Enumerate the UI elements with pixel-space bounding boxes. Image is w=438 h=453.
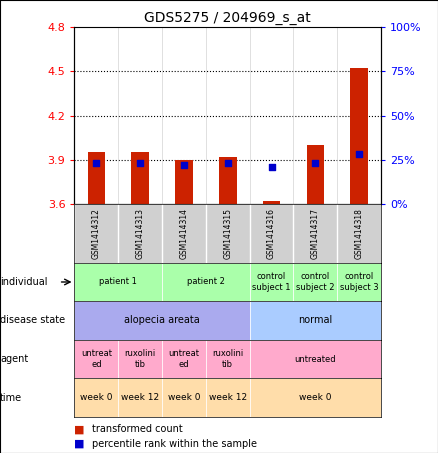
Text: control
subject 3: control subject 3 bbox=[340, 272, 378, 292]
Text: ruxolini
tib: ruxolini tib bbox=[212, 349, 244, 369]
Point bbox=[180, 161, 187, 169]
Bar bbox=[337, 263, 381, 301]
Text: GDS5275 / 204969_s_at: GDS5275 / 204969_s_at bbox=[145, 11, 311, 25]
Bar bbox=[263, 201, 280, 204]
Text: transformed count: transformed count bbox=[92, 424, 183, 434]
Bar bbox=[206, 378, 250, 417]
Text: GSM1414315: GSM1414315 bbox=[223, 208, 232, 259]
Bar bbox=[118, 340, 162, 378]
Bar bbox=[250, 301, 381, 340]
Text: normal: normal bbox=[298, 315, 332, 326]
Text: patient 2: patient 2 bbox=[187, 278, 225, 286]
Text: week 0: week 0 bbox=[80, 393, 113, 402]
Text: GSM1414312: GSM1414312 bbox=[92, 208, 101, 259]
Text: GSM1414318: GSM1414318 bbox=[355, 208, 364, 259]
Point bbox=[268, 163, 275, 170]
Text: disease state: disease state bbox=[0, 315, 65, 326]
Text: ■: ■ bbox=[74, 424, 85, 434]
Text: untreat
ed: untreat ed bbox=[81, 349, 112, 369]
Bar bbox=[206, 340, 250, 378]
Text: alopecia areata: alopecia areata bbox=[124, 315, 200, 326]
Text: week 12: week 12 bbox=[208, 393, 247, 402]
Text: agent: agent bbox=[0, 354, 28, 364]
Bar bbox=[88, 152, 105, 204]
Bar bbox=[175, 160, 193, 204]
Text: GSM1414313: GSM1414313 bbox=[136, 208, 145, 259]
Point bbox=[356, 151, 363, 158]
Bar bbox=[350, 68, 368, 204]
Bar bbox=[74, 340, 118, 378]
Point bbox=[312, 159, 319, 167]
Text: percentile rank within the sample: percentile rank within the sample bbox=[92, 439, 257, 449]
Text: GSM1414314: GSM1414314 bbox=[180, 208, 188, 259]
Text: week 0: week 0 bbox=[299, 393, 332, 402]
Bar bbox=[293, 263, 337, 301]
Text: GSM1414316: GSM1414316 bbox=[267, 208, 276, 259]
Text: untreated: untreated bbox=[294, 355, 336, 363]
Bar bbox=[74, 301, 250, 340]
Bar bbox=[74, 378, 118, 417]
Bar bbox=[118, 378, 162, 417]
Text: control
subject 2: control subject 2 bbox=[296, 272, 335, 292]
Bar bbox=[307, 145, 324, 204]
Bar bbox=[250, 378, 381, 417]
Text: week 12: week 12 bbox=[121, 393, 159, 402]
Text: ■: ■ bbox=[74, 439, 85, 449]
Text: untreat
ed: untreat ed bbox=[169, 349, 199, 369]
Text: individual: individual bbox=[0, 277, 47, 287]
Bar bbox=[162, 263, 250, 301]
Point bbox=[224, 159, 231, 167]
Bar bbox=[131, 152, 149, 204]
Text: patient 1: patient 1 bbox=[99, 278, 137, 286]
Point bbox=[93, 159, 100, 167]
Bar bbox=[250, 340, 381, 378]
Point bbox=[137, 159, 144, 167]
Text: control
subject 1: control subject 1 bbox=[252, 272, 291, 292]
Bar bbox=[250, 263, 293, 301]
Bar bbox=[74, 263, 162, 301]
Text: time: time bbox=[0, 392, 22, 403]
Bar bbox=[219, 157, 237, 204]
Text: ruxolini
tib: ruxolini tib bbox=[124, 349, 156, 369]
Text: week 0: week 0 bbox=[168, 393, 200, 402]
Bar bbox=[162, 378, 206, 417]
Text: GSM1414317: GSM1414317 bbox=[311, 208, 320, 259]
Bar bbox=[162, 340, 206, 378]
